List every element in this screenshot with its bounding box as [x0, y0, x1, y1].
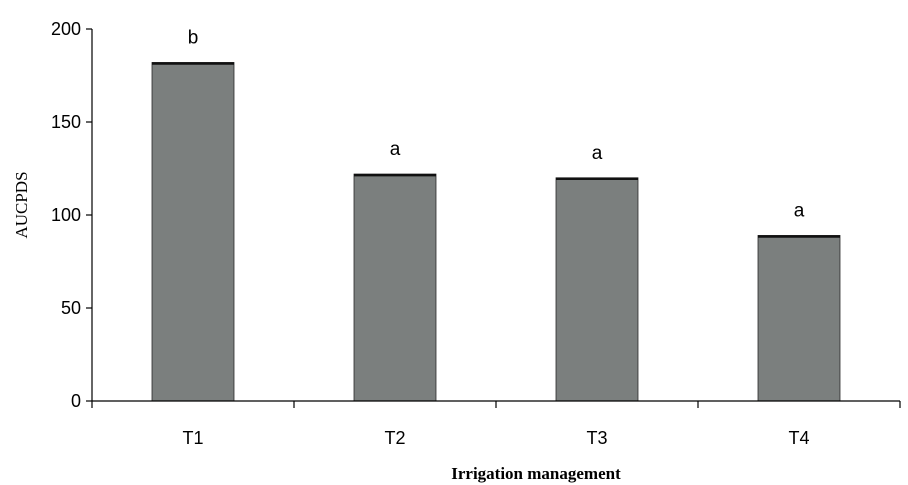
- bar-significance-label: a: [592, 143, 603, 164]
- bar-significance-label: b: [188, 27, 199, 48]
- bar-significance-label: a: [794, 200, 805, 221]
- y-axis-title: AUCPDS: [12, 171, 31, 238]
- x-tick-label: T1: [182, 428, 203, 448]
- y-axis-ticks: 0 50 100 150 200: [51, 19, 92, 411]
- y-tick-label: 50: [61, 298, 81, 318]
- x-tick-label: T3: [586, 428, 607, 448]
- x-axis-title: Irrigation management: [451, 464, 621, 483]
- bar-t1: [151, 62, 235, 402]
- bar-t2: [353, 173, 437, 402]
- y-tick-label: 150: [51, 112, 81, 132]
- bar-t4: [757, 235, 841, 402]
- x-tick-label: T2: [384, 428, 405, 448]
- y-tick-label: 0: [71, 391, 81, 411]
- x-tick-label: T4: [788, 428, 809, 448]
- y-tick-label: 200: [51, 19, 81, 39]
- y-tick-label: 100: [51, 205, 81, 225]
- bar-t3: [555, 177, 639, 402]
- bars: b a a a: [151, 27, 841, 402]
- bar-significance-label: a: [390, 139, 401, 160]
- x-axis-ticks: T1 T2 T3 T4: [91, 401, 901, 448]
